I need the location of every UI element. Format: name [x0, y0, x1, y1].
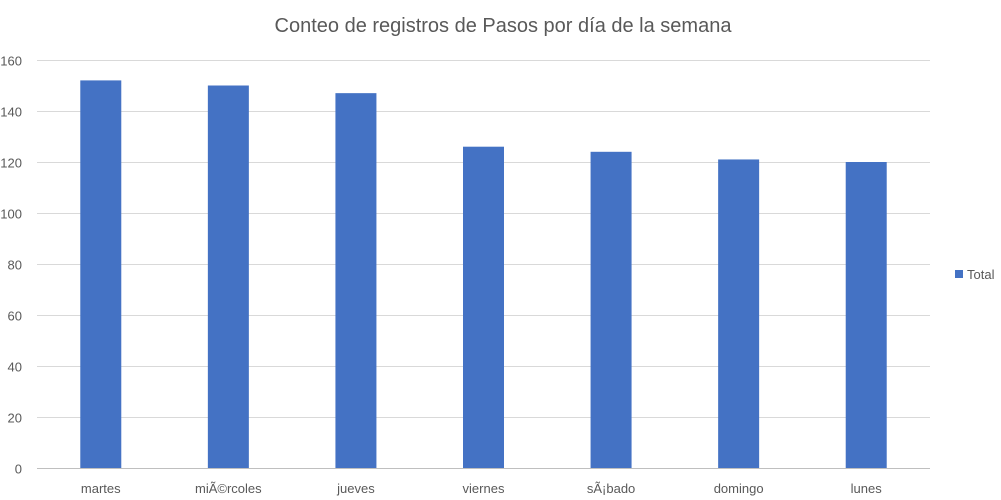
y-tick-label: 40 [8, 360, 22, 375]
x-tick-label: viernes [463, 481, 505, 496]
x-tick-label: sÃ¡bado [587, 481, 635, 496]
bar [463, 146, 504, 468]
chart-title: Conteo de registros de Pasos por día de … [275, 15, 733, 37]
y-tick-label: 140 [0, 105, 22, 120]
x-tick-label: miÃ©rcoles [195, 481, 262, 496]
y-tick-label: 80 [8, 258, 22, 273]
bar [718, 159, 760, 468]
y-axis-ticks: 0 20 40 60 80 100 120 140 160 [0, 54, 22, 477]
bar [335, 93, 377, 469]
bar [80, 80, 122, 469]
bars [80, 80, 887, 469]
bar [845, 162, 887, 468]
x-tick-label: martes [81, 481, 121, 496]
bar [590, 151, 632, 469]
x-tick-label: lunes [851, 481, 883, 496]
y-tick-label: 60 [8, 309, 22, 324]
legend: Total [955, 267, 995, 282]
y-tick-label: 160 [0, 54, 22, 69]
x-tick-label: domingo [714, 481, 764, 496]
legend-label: Total [967, 267, 995, 282]
y-tick-label: 0 [15, 462, 22, 477]
y-tick-label: 100 [0, 207, 22, 222]
y-tick-label: 20 [8, 411, 22, 426]
y-tick-label: 120 [0, 156, 22, 171]
legend-swatch [955, 270, 963, 278]
x-tick-label: jueves [336, 481, 375, 496]
x-axis-ticks: martes miÃ©rcoles jueves viernes sÃ¡bado domi… [81, 481, 882, 496]
bar [207, 85, 249, 468]
